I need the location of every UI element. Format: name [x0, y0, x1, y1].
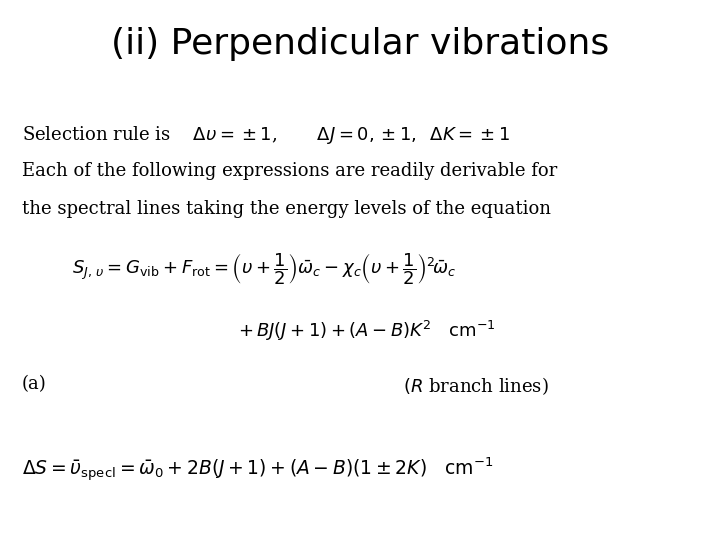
- Text: (a): (a): [22, 375, 46, 393]
- Text: $+\,BJ(J+1)+(A-B)K^2 \quad \mathrm{cm}^{-1}$: $+\,BJ(J+1)+(A-B)K^2 \quad \mathrm{cm}^{…: [238, 319, 495, 343]
- Text: the spectral lines taking the energy levels of the equation: the spectral lines taking the energy lev…: [22, 200, 551, 218]
- Text: $S_{J,\,\upsilon} = G_{\mathrm{vib}} + F_{\mathrm{rot}} = \left(\upsilon+\dfrac{: $S_{J,\,\upsilon} = G_{\mathrm{vib}} + F…: [72, 251, 456, 287]
- Text: (ii) Perpendicular vibrations: (ii) Perpendicular vibrations: [111, 27, 609, 61]
- Text: Each of the following expressions are readily derivable for: Each of the following expressions are re…: [22, 162, 557, 180]
- Text: Selection rule is    $\Delta\upsilon = \pm1$,       $\Delta J = 0, \pm1,\;\;\Del: Selection rule is $\Delta\upsilon = \pm1…: [22, 124, 510, 146]
- Text: $(R$ branch lines): $(R$ branch lines): [403, 375, 549, 397]
- Text: $\Delta S = \bar{\upsilon}_{\mathrm{specl}} = \bar{\omega}_0 + 2B\left(J+1\right: $\Delta S = \bar{\upsilon}_{\mathrm{spec…: [22, 456, 493, 484]
